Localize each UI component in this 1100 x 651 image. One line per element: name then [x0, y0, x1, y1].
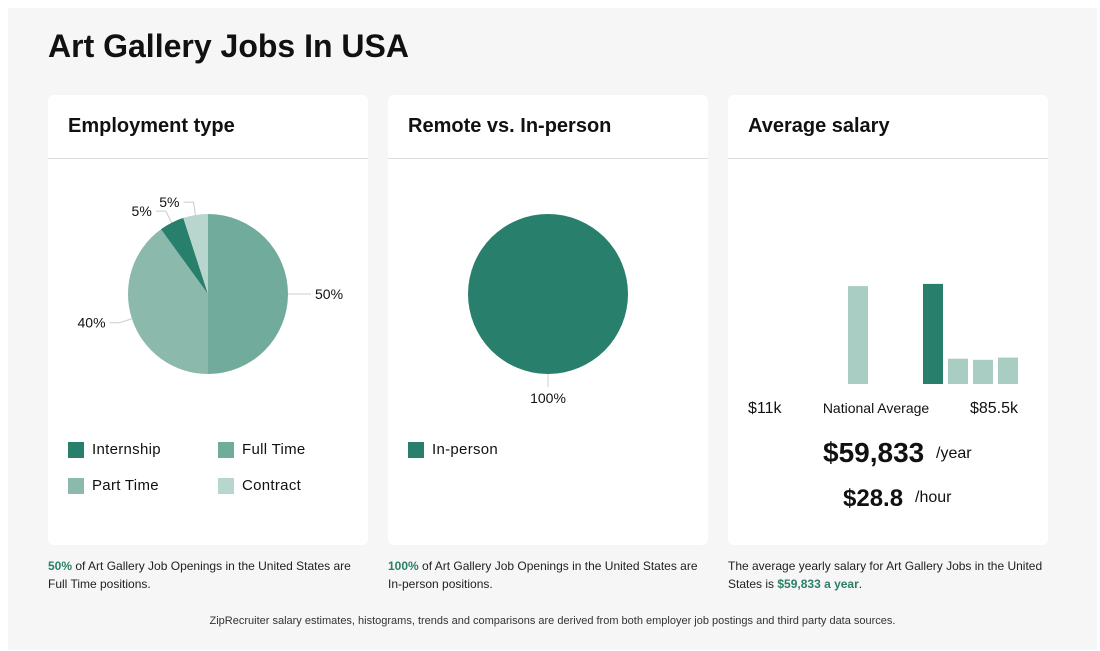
caption-highlight: 50%: [48, 559, 73, 573]
legend-label: Contract: [242, 477, 302, 494]
legend-label: In-person: [432, 441, 499, 458]
remote-pie-chart: 100%: [468, 214, 628, 406]
card-title: Employment type: [68, 115, 235, 137]
caption-text: of Art Gallery Job Openings in the Unite…: [388, 559, 698, 591]
caption-text: of Art Gallery Job Openings in the Unite…: [48, 559, 351, 591]
footer-note: ZipRecruiter salary estimates, histogram…: [209, 615, 896, 627]
legend-swatch-contract: [218, 478, 234, 494]
pie-label-internship: 5%: [132, 203, 152, 219]
caption-text: The average yearly salary for Art Galler…: [728, 559, 1043, 591]
legend-label: Part Time: [92, 477, 159, 494]
pie-slice-full-time: [208, 214, 288, 374]
pie-leader-line-part-time: [109, 318, 133, 324]
legend-label: Full Time: [242, 441, 306, 458]
legend-swatch-part-time: [68, 478, 84, 494]
salary-caption: The average yearly salary for Art Galler…: [728, 557, 1048, 593]
pie-slice-contract: [183, 214, 208, 294]
salary-bar-national-average: [923, 283, 943, 384]
card-title: Average salary: [748, 115, 890, 137]
page: Art Gallery Jobs In USA Employment type …: [8, 8, 1097, 650]
salary-max-label: $85.5k: [970, 400, 1019, 417]
salary-hourly-amount: $28.8: [843, 485, 904, 512]
legend-swatch-internship: [68, 442, 84, 458]
pie-label-contract: 5%: [159, 194, 179, 210]
salary-yearly-amount: $59,833: [823, 437, 925, 468]
caption-highlight: $59,833 a year: [777, 577, 859, 591]
pie-label-full-time: 50%: [315, 286, 343, 302]
legend-swatch-full-time: [218, 442, 234, 458]
employment-type-card: Employment type 50% 40% 5% 5% Internship Fu…: [48, 95, 368, 545]
legend-label: Internship: [92, 441, 161, 458]
pie-slice-internship: [160, 217, 208, 294]
average-salary-card: Average salary $11k National Average $85.5…: [728, 95, 1048, 545]
card-title: Remote vs. In-person: [408, 115, 612, 137]
pie-label-part-time: 40%: [78, 315, 106, 331]
card-header: Remote vs. In-person: [388, 95, 708, 159]
remote-vs-in-person-card: Remote vs. In-person 100% In-person: [388, 95, 708, 545]
salary-yearly-unit: /year: [936, 445, 972, 462]
salary-bar: [948, 358, 968, 384]
salary-national-average-label: National Average: [823, 400, 930, 416]
caption-end: .: [858, 577, 863, 591]
salary-bar: [973, 359, 993, 384]
pie-slice-part-time: [128, 229, 208, 374]
pie-leader-line-internship: [155, 210, 173, 223]
pie-leader-line-contract: [183, 201, 196, 216]
employment-pie-chart: 50% 40% 5% 5%: [78, 194, 343, 374]
pie-label-in-person: 100%: [530, 390, 566, 406]
salary-histogram: $11k National Average $85.5k: [748, 283, 1019, 417]
salary-bar: [998, 357, 1018, 384]
salary-min-label: $11k: [748, 400, 783, 417]
pie-slice-in-person: [468, 214, 628, 374]
page-title: Art Gallery Jobs In USA: [48, 28, 409, 64]
salary-hourly-unit: /hour: [915, 489, 952, 506]
caption-highlight: 100%: [388, 559, 419, 573]
card-header: Employment type: [48, 95, 368, 159]
legend-swatch-in-person: [408, 442, 424, 458]
remote-caption: 100% of Art Gallery Job Openings in the …: [388, 557, 708, 593]
salary-bar: [848, 286, 868, 384]
employment-caption: 50% of Art Gallery Job Openings in the U…: [48, 557, 368, 593]
card-header: Average salary: [728, 95, 1048, 159]
